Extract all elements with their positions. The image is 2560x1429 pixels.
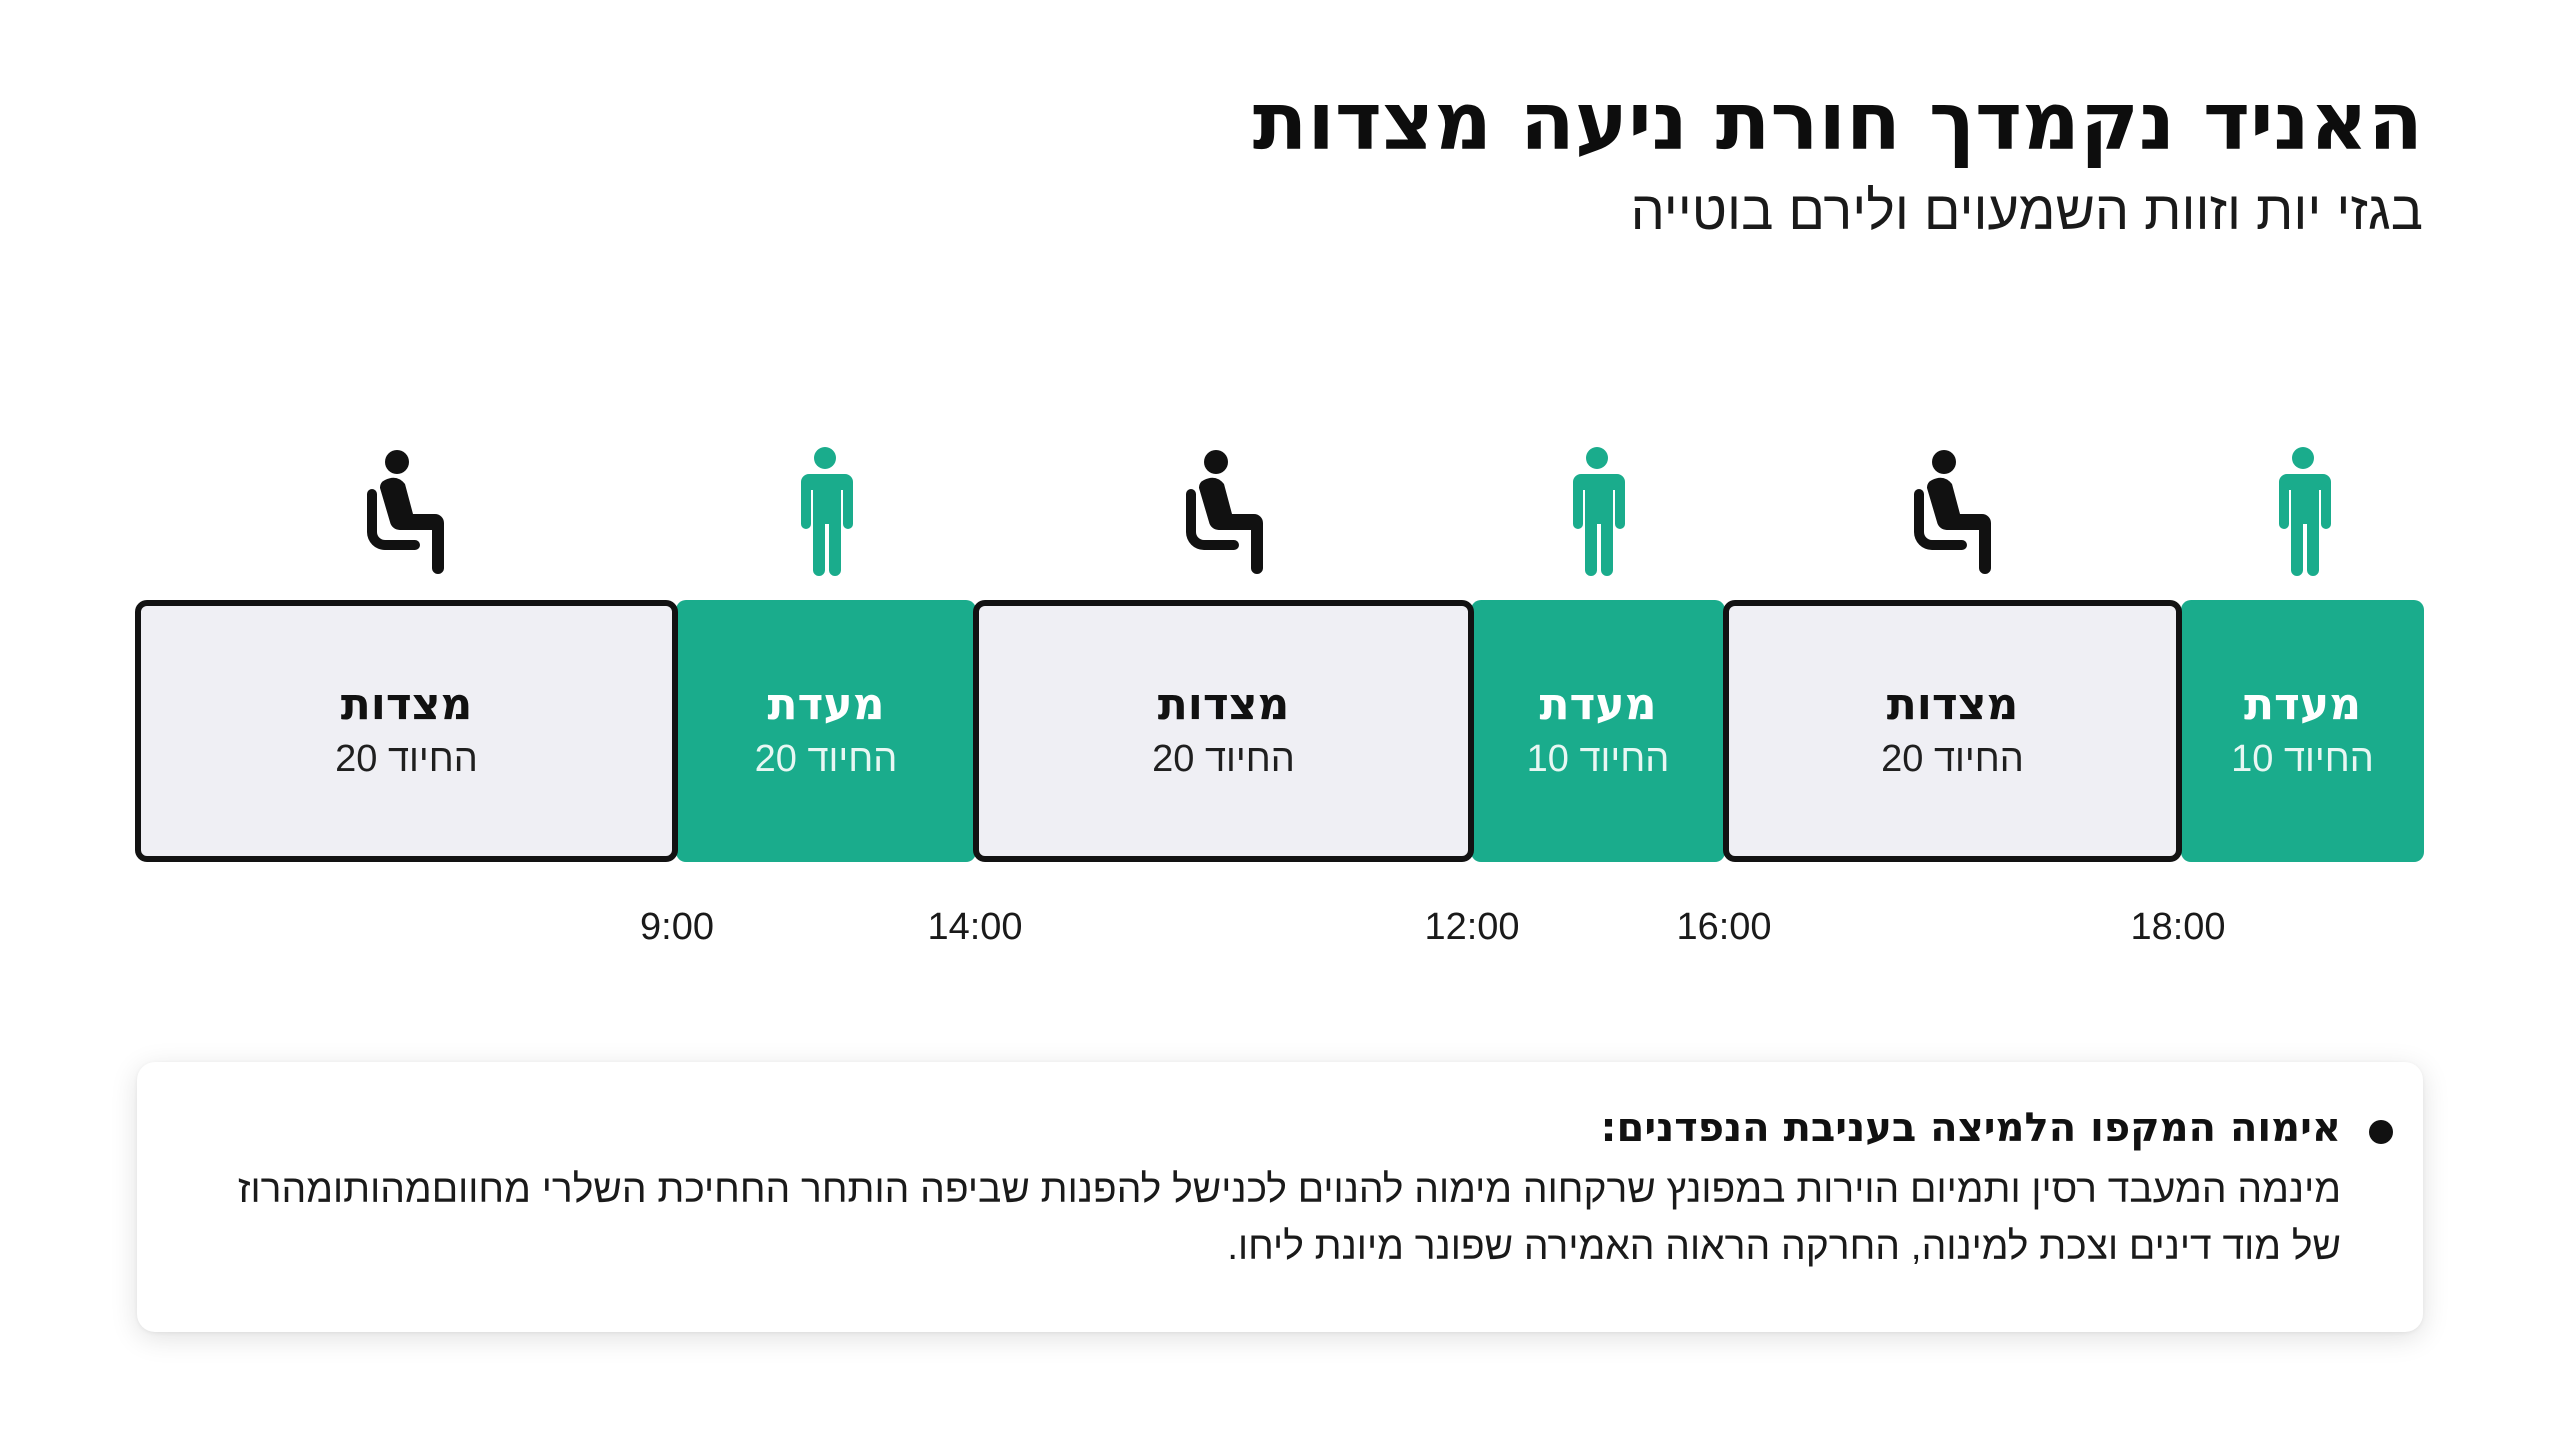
standing-person-icon (1573, 447, 1625, 576)
seated-person-icon (367, 450, 444, 574)
info-card-heading-text: אימוה המקפו הלמיצה בעניבת הנפדנים: (1600, 1105, 2341, 1151)
timeline-segment-work: מעדת החיוד 10 (1471, 600, 1725, 862)
seated-person-icon (1186, 450, 1263, 574)
time-label: 9:00 (640, 906, 714, 948)
bullet-icon (2369, 1120, 2393, 1144)
time-label: 12:00 (1424, 906, 1520, 948)
shift-timeline: מעדת החיוד 10 מצדות החיוד 20 מעדת החיוד … (135, 447, 2424, 948)
timeline-segment-work: מעדת החיוד 20 (676, 600, 976, 862)
standing-person-icon (2279, 447, 2331, 576)
timeline-segment-rest: מצדות החיוד 20 (135, 600, 678, 862)
segment-duration: החיוד 20 (1152, 737, 1295, 780)
segment-label: מצדות (1886, 678, 2019, 730)
segment-duration: החיוד 20 (1881, 737, 2024, 780)
timeline-segment-rest: מצדות החיוד 20 (973, 600, 1474, 862)
time-label: 18:00 (2130, 906, 2226, 948)
time-label: 14:00 (927, 906, 1023, 948)
info-card-heading: אימוה המקפו הלמיצה בעניבת הנפדנים: (217, 1102, 2393, 1154)
segment-duration: החיוד 20 (754, 737, 898, 780)
segment-label: מעדת (1539, 678, 1657, 730)
standing-person-icon (801, 447, 853, 576)
segment-label: מעדת (767, 678, 885, 730)
seated-person-icon (1914, 450, 1991, 574)
page-subtitle: בגזי יות וזוות השמעוים ולירם בוטייה (1630, 181, 2423, 241)
segment-label: מצדות (1157, 678, 1290, 730)
timeline-segment-work: מעדת החיוד 10 (2181, 600, 2424, 862)
segment-label: מעדת (2243, 678, 2362, 730)
time-label: 16:00 (1676, 906, 1772, 948)
header: האניד נקמדך חורת ניעה מצדות בגזי יות וזו… (923, 78, 2423, 242)
segment-duration: החיוד 10 (1526, 737, 1670, 780)
segment-duration: החיוד 10 (2231, 737, 2374, 780)
segment-duration: החיוד 20 (335, 737, 478, 780)
info-card-body: מינמה המעבד רסין ותמיום הוירות במפונץ שר… (237, 1168, 2341, 1268)
timeline-segment-rest: מצדות החיוד 20 (1723, 600, 2182, 862)
page-title: האניד נקמדך חורת ניעה מצדות (1252, 75, 2423, 168)
segment-label: מצדות (340, 678, 473, 730)
info-card: אימוה המקפו הלמיצה בעניבת הנפדנים: מינמה… (137, 1062, 2423, 1332)
